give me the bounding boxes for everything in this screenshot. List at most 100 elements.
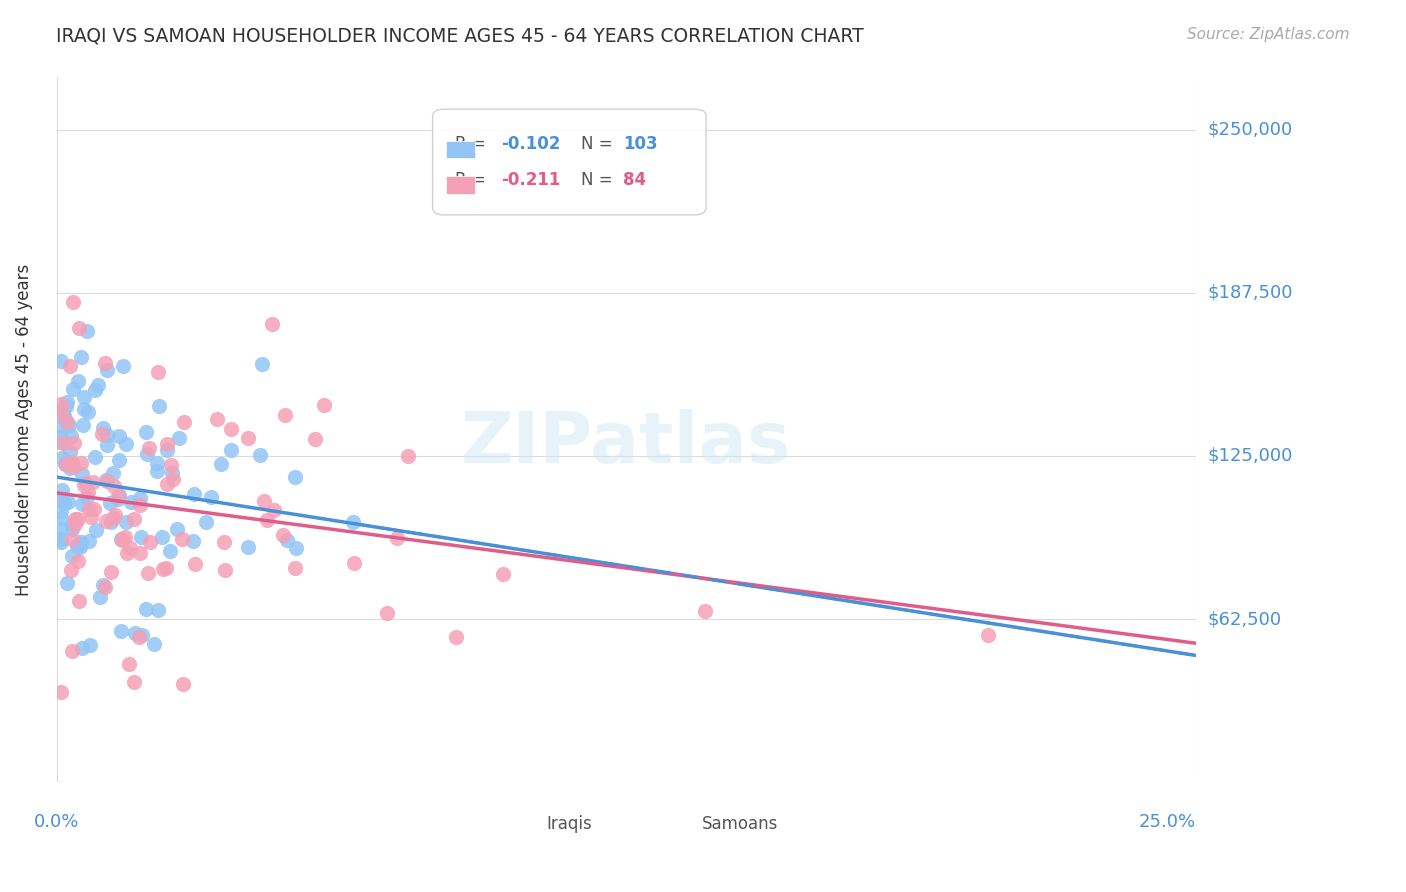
Samoans [172, 532, 194, 546]
Samoans [75, 475, 97, 490]
Iraqis [60, 517, 83, 532]
Iraqis [276, 533, 298, 548]
Samoans [62, 294, 84, 309]
Samoans [128, 630, 150, 644]
Samoans [52, 435, 75, 450]
Samoans [60, 532, 83, 546]
Text: -0.211: -0.211 [501, 170, 561, 188]
Iraqis [249, 448, 271, 462]
Iraqis [156, 443, 179, 458]
Iraqis [91, 421, 114, 435]
Samoans [67, 593, 90, 607]
Iraqis [107, 492, 129, 507]
Iraqis [51, 532, 73, 546]
Iraqis [146, 457, 169, 471]
Iraqis [72, 390, 94, 404]
Iraqis [143, 637, 166, 651]
Samoans [118, 541, 141, 555]
Iraqis [135, 425, 157, 439]
Iraqis [209, 457, 232, 471]
Iraqis [91, 578, 114, 592]
Text: IRAQI VS SAMOAN HOUSEHOLDER INCOME AGES 45 - 64 YEARS CORRELATION CHART: IRAQI VS SAMOAN HOUSEHOLDER INCOME AGES … [56, 27, 865, 45]
Iraqis [51, 430, 73, 444]
Iraqis [146, 603, 169, 617]
Iraqis [96, 438, 118, 452]
Iraqis [52, 409, 75, 424]
Samoans [66, 512, 89, 526]
Samoans [65, 517, 87, 532]
Samoans [236, 431, 259, 445]
Bar [689, 817, 717, 835]
Iraqis [56, 394, 79, 409]
Iraqis [129, 491, 152, 505]
Iraqis [219, 443, 242, 458]
Iraqis [84, 450, 107, 465]
Iraqis [101, 467, 124, 481]
Samoans [256, 513, 278, 527]
Samoans [104, 508, 127, 522]
Iraqis [53, 412, 76, 426]
Iraqis [159, 544, 181, 558]
Text: 25.0%: 25.0% [1139, 813, 1197, 830]
Samoans [156, 437, 179, 451]
Samoans [139, 535, 162, 549]
Iraqis [51, 418, 73, 433]
Text: 103: 103 [623, 136, 658, 153]
Samoans [129, 498, 152, 512]
Text: -0.102: -0.102 [501, 136, 561, 153]
Iraqis [100, 515, 122, 529]
Text: Iraqis: Iraqis [547, 815, 592, 833]
Iraqis [110, 624, 132, 638]
Samoans [136, 566, 159, 580]
Iraqis [52, 402, 75, 417]
Text: Samoans: Samoans [702, 815, 779, 833]
Samoans [129, 546, 152, 560]
Samoans [375, 606, 398, 620]
Iraqis [70, 640, 93, 655]
Iraqis [70, 350, 93, 364]
Iraqis [58, 418, 80, 433]
Samoans [155, 561, 177, 575]
Iraqis [53, 458, 76, 472]
Samoans [77, 502, 100, 516]
Text: Source: ZipAtlas.com: Source: ZipAtlas.com [1187, 27, 1350, 42]
Samoans [122, 512, 145, 526]
Iraqis [51, 522, 73, 536]
Samoans [91, 427, 114, 442]
Iraqis [194, 516, 217, 530]
Iraqis [120, 495, 142, 509]
Text: 0.0%: 0.0% [34, 813, 79, 830]
Text: N =: N = [581, 170, 617, 188]
Samoans [94, 356, 117, 370]
Text: 84: 84 [623, 170, 645, 188]
Samoans [51, 685, 73, 699]
FancyBboxPatch shape [433, 109, 706, 215]
Iraqis [73, 401, 96, 416]
Iraqis [77, 534, 100, 549]
Iraqis [87, 378, 110, 392]
Samoans [214, 563, 236, 577]
Samoans [94, 514, 117, 528]
Samoans [70, 456, 93, 470]
Iraqis [342, 515, 364, 529]
Iraqis [51, 483, 73, 497]
Iraqis [51, 511, 73, 525]
Iraqis [51, 435, 73, 450]
Samoans [60, 563, 83, 577]
Samoans [118, 657, 141, 672]
Iraqis [58, 495, 80, 509]
Samoans [212, 535, 235, 549]
Samoans [343, 556, 366, 570]
Y-axis label: Householder Income Ages 45 - 64 years: Householder Income Ages 45 - 64 years [15, 264, 32, 596]
Iraqis [69, 541, 91, 555]
Iraqis [83, 383, 105, 397]
Iraqis [160, 467, 183, 481]
Samoans [96, 474, 118, 488]
Iraqis [67, 374, 90, 388]
Iraqis [59, 429, 82, 443]
Samoans [263, 503, 285, 517]
Iraqis [94, 473, 117, 487]
Iraqis [72, 418, 94, 433]
Iraqis [96, 428, 118, 442]
Samoans [271, 528, 294, 542]
